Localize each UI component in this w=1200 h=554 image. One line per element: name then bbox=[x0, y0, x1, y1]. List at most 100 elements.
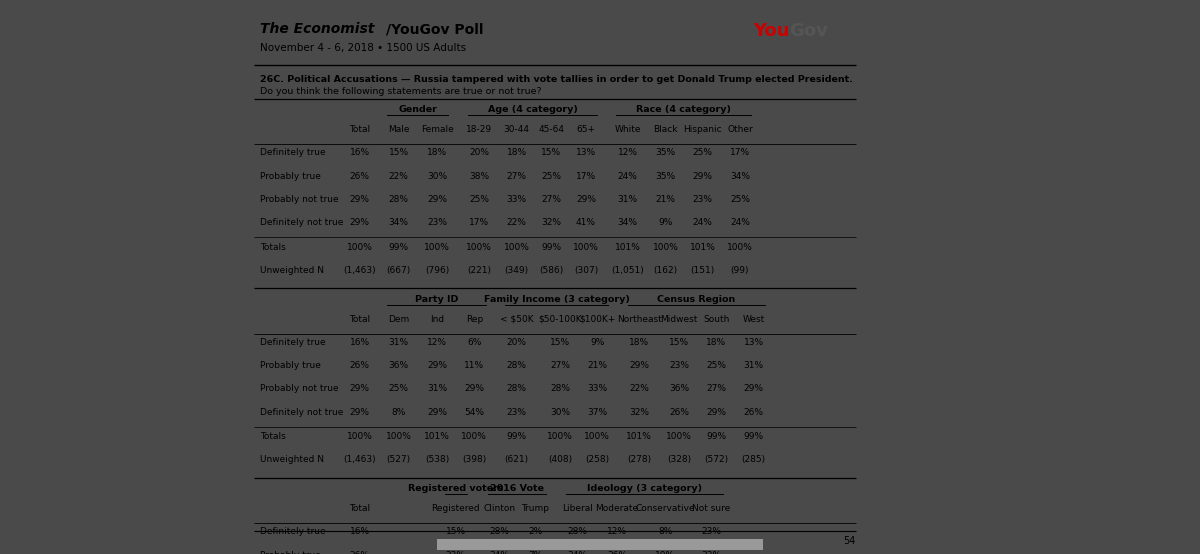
Text: Definitely true: Definitely true bbox=[260, 527, 326, 536]
Text: 22%: 22% bbox=[506, 218, 527, 227]
Text: 36%: 36% bbox=[670, 384, 689, 393]
Text: 100%: 100% bbox=[547, 432, 572, 441]
Text: Not sure: Not sure bbox=[692, 504, 731, 513]
Text: 34%: 34% bbox=[568, 551, 587, 554]
Text: 2%: 2% bbox=[528, 527, 542, 536]
Text: 36%: 36% bbox=[389, 361, 409, 370]
Text: 22%: 22% bbox=[389, 172, 408, 181]
Text: 26%: 26% bbox=[349, 172, 370, 181]
Text: 99%: 99% bbox=[541, 243, 562, 252]
Text: 27%: 27% bbox=[541, 195, 562, 204]
Text: 41%: 41% bbox=[576, 218, 596, 227]
Text: 18%: 18% bbox=[707, 338, 726, 347]
Text: 2016 Vote: 2016 Vote bbox=[490, 484, 544, 493]
Text: 29%: 29% bbox=[464, 384, 485, 393]
Text: 100%: 100% bbox=[727, 243, 752, 252]
Text: 18%: 18% bbox=[629, 338, 649, 347]
Text: Black: Black bbox=[653, 125, 678, 134]
Text: Definitely not true: Definitely not true bbox=[260, 408, 343, 417]
Text: 100%: 100% bbox=[347, 243, 372, 252]
Text: 29%: 29% bbox=[744, 384, 763, 393]
Text: 18-29: 18-29 bbox=[467, 125, 492, 134]
Text: 30-44: 30-44 bbox=[504, 125, 529, 134]
Text: 9%: 9% bbox=[659, 218, 673, 227]
Text: 26%: 26% bbox=[744, 408, 763, 417]
Text: 28%: 28% bbox=[568, 527, 587, 536]
Text: (258): (258) bbox=[586, 455, 610, 464]
Text: 18%: 18% bbox=[427, 148, 448, 157]
Text: 17%: 17% bbox=[730, 148, 750, 157]
Text: Census Region: Census Region bbox=[658, 295, 736, 304]
Text: Registered: Registered bbox=[432, 504, 480, 513]
Text: 12%: 12% bbox=[607, 527, 628, 536]
Text: 28%: 28% bbox=[550, 384, 570, 393]
Text: Female: Female bbox=[421, 125, 454, 134]
Text: 24%: 24% bbox=[618, 172, 637, 181]
Text: 101%: 101% bbox=[424, 432, 450, 441]
Text: 99%: 99% bbox=[506, 432, 527, 441]
Text: 100%: 100% bbox=[653, 243, 678, 252]
Text: 16%: 16% bbox=[349, 148, 370, 157]
Text: 34%: 34% bbox=[618, 218, 637, 227]
Text: 8%: 8% bbox=[659, 527, 673, 536]
Text: Hispanic: Hispanic bbox=[683, 125, 722, 134]
Text: (221): (221) bbox=[467, 266, 491, 275]
Text: 32%: 32% bbox=[629, 408, 649, 417]
Text: 37%: 37% bbox=[587, 408, 607, 417]
Text: 100%: 100% bbox=[504, 243, 529, 252]
Text: 100%: 100% bbox=[467, 243, 492, 252]
Text: 13%: 13% bbox=[576, 148, 596, 157]
Text: Dem: Dem bbox=[388, 315, 409, 324]
Text: Unweighted N: Unweighted N bbox=[260, 455, 324, 464]
Text: Gov: Gov bbox=[790, 22, 828, 40]
Text: The Economist: The Economist bbox=[260, 22, 374, 36]
Text: $100K+: $100K+ bbox=[578, 315, 616, 324]
Text: (621): (621) bbox=[504, 455, 528, 464]
Text: 20%: 20% bbox=[506, 338, 527, 347]
Text: Male: Male bbox=[388, 125, 409, 134]
Text: (285): (285) bbox=[742, 455, 766, 464]
Text: 23%: 23% bbox=[427, 218, 448, 227]
Text: (99): (99) bbox=[731, 266, 749, 275]
Text: 26%: 26% bbox=[349, 551, 370, 554]
Text: 100%: 100% bbox=[574, 243, 599, 252]
Text: 30%: 30% bbox=[550, 408, 570, 417]
Text: 101%: 101% bbox=[690, 243, 715, 252]
Text: 100%: 100% bbox=[347, 432, 372, 441]
Text: 24%: 24% bbox=[692, 218, 713, 227]
Text: 17%: 17% bbox=[469, 218, 490, 227]
Text: Trump: Trump bbox=[521, 504, 550, 513]
Text: Totals: Totals bbox=[260, 432, 286, 441]
Text: 65+: 65+ bbox=[576, 125, 595, 134]
Text: 28%: 28% bbox=[389, 195, 409, 204]
Text: 29%: 29% bbox=[576, 195, 596, 204]
Text: 27%: 27% bbox=[707, 384, 726, 393]
Text: 23%: 23% bbox=[670, 361, 689, 370]
Text: 35%: 35% bbox=[655, 148, 676, 157]
Text: Ind: Ind bbox=[430, 315, 444, 324]
Text: Probably true: Probably true bbox=[260, 361, 322, 370]
Text: $50-100K: $50-100K bbox=[538, 315, 582, 324]
Text: 25%: 25% bbox=[730, 195, 750, 204]
Text: (408): (408) bbox=[548, 455, 572, 464]
Text: 18%: 18% bbox=[506, 148, 527, 157]
Text: 34%: 34% bbox=[490, 551, 509, 554]
Text: Probably true: Probably true bbox=[260, 172, 322, 181]
Text: 31%: 31% bbox=[618, 195, 637, 204]
Text: Probably not true: Probably not true bbox=[260, 195, 338, 204]
Text: 26%: 26% bbox=[670, 408, 689, 417]
Text: Conservative: Conservative bbox=[636, 504, 695, 513]
Text: Age (4 category): Age (4 category) bbox=[487, 105, 577, 114]
Text: (796): (796) bbox=[425, 266, 449, 275]
Text: 23%: 23% bbox=[506, 408, 527, 417]
Text: 25%: 25% bbox=[469, 195, 490, 204]
Text: Totals: Totals bbox=[260, 243, 286, 252]
Text: 38%: 38% bbox=[469, 172, 490, 181]
Text: 12%: 12% bbox=[427, 338, 448, 347]
Text: 15%: 15% bbox=[541, 148, 562, 157]
Bar bbox=[437, 538, 763, 550]
Text: 31%: 31% bbox=[389, 338, 409, 347]
Text: Ideology (3 category): Ideology (3 category) bbox=[587, 484, 702, 493]
Text: 29%: 29% bbox=[707, 408, 726, 417]
Text: (667): (667) bbox=[386, 266, 410, 275]
